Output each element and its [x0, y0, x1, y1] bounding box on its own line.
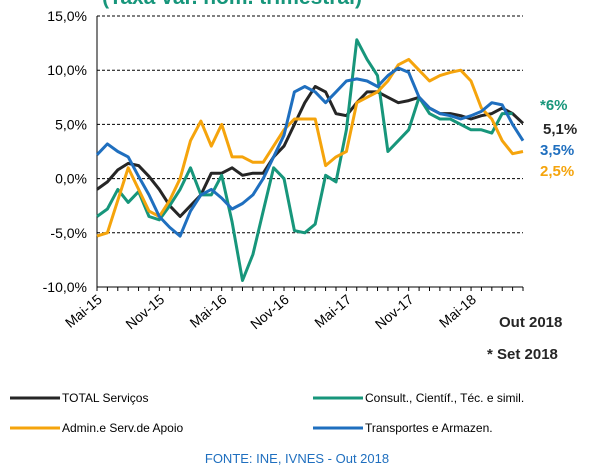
- annotation: *6%: [540, 97, 568, 114]
- series-line: [96, 85, 525, 218]
- legend-label: Transportes e Armazen.: [365, 421, 493, 435]
- x-tick-label: Nov-16: [247, 291, 292, 332]
- series-line: [96, 57, 524, 238]
- y-tick-label: 5,0%: [55, 116, 87, 132]
- x-tick-label: Mai-17: [311, 291, 354, 331]
- series-line: [95, 66, 525, 238]
- legend-label: Consult., Científ., Téc. e simil.: [365, 391, 524, 405]
- y-tick-label: -5,0%: [50, 225, 87, 241]
- y-tick-label: -10,0%: [43, 279, 87, 295]
- x-tick-label: Mai-16: [187, 291, 230, 331]
- series-line: [96, 38, 513, 282]
- x-tick-label: Nov-17: [372, 291, 417, 332]
- legend-label: TOTAL Serviços: [62, 391, 148, 405]
- chart-title: (Taxa var. nom. trimestral): [102, 0, 362, 9]
- annotation: Out 2018: [499, 314, 562, 331]
- source: FONTE: INE, IVNES - Out 2018: [205, 451, 389, 466]
- x-tick-label: Mai-18: [436, 291, 479, 331]
- annotation: * Set 2018: [487, 346, 558, 363]
- annotation: 3,5%: [540, 142, 574, 159]
- x-tick-label: Nov-15: [122, 291, 167, 332]
- x-tick-label: Mai-15: [62, 291, 105, 331]
- legend-label: Admin.e Serv.de Apoio: [62, 421, 184, 435]
- annotation: 5,1%: [543, 121, 577, 138]
- y-tick-label: 10,0%: [47, 62, 87, 78]
- y-tick-label: 0,0%: [55, 171, 87, 187]
- y-tick-label: 15,0%: [47, 8, 87, 24]
- annotation: 2,5%: [540, 163, 574, 180]
